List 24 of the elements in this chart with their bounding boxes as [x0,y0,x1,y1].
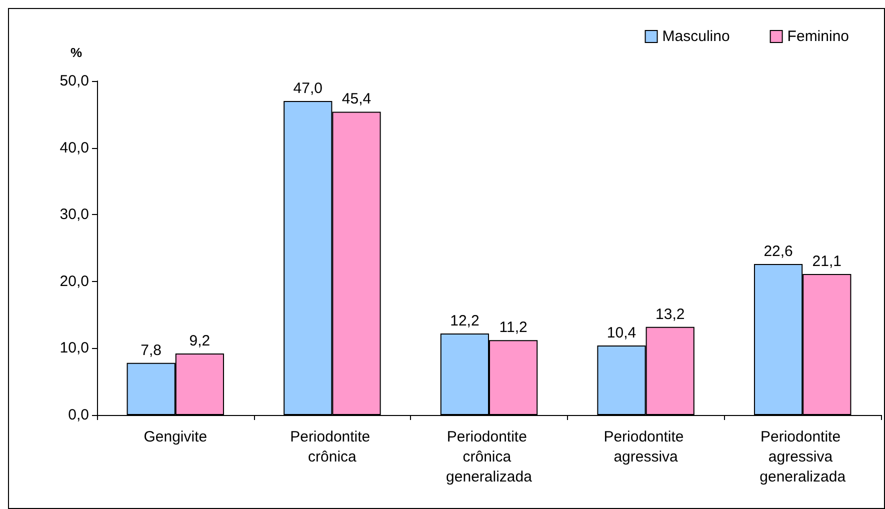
y-tick-label: 40,0 [60,139,89,156]
data-label: 22,6 [764,243,793,260]
legend-label: Feminino [787,28,850,45]
y-tick-label: 20,0 [60,272,89,290]
y-axis-title: % [70,45,82,60]
y-tick-label: 0,0 [68,406,89,424]
data-label: 10,4 [606,324,636,342]
data-label: 21,1 [812,253,842,270]
y-tick-label: 10,0 [60,340,89,357]
x-tick-label: Periodontite agressiva generalizada [760,428,846,486]
x-tick-label: Periodontite agressiva [604,428,688,466]
data-label: 9,2 [189,332,210,350]
x-tick-label: Periodontite crônica [290,428,374,466]
y-tick-label: 30,0 [60,206,89,224]
data-label: 47,0 [293,80,322,98]
data-label: 11,2 [499,319,528,336]
y-tick-label: 50,0 [60,72,89,90]
data-label: 13,2 [656,306,685,323]
data-label: 7,8 [140,342,162,359]
x-tick-label: Periodontite crônica generalizada [446,428,533,486]
data-label: 45,4 [342,90,372,108]
x-tick-label: Gengivite [144,428,208,446]
data-label: 12,2 [450,312,480,330]
legend-label: Masculino [662,28,730,45]
